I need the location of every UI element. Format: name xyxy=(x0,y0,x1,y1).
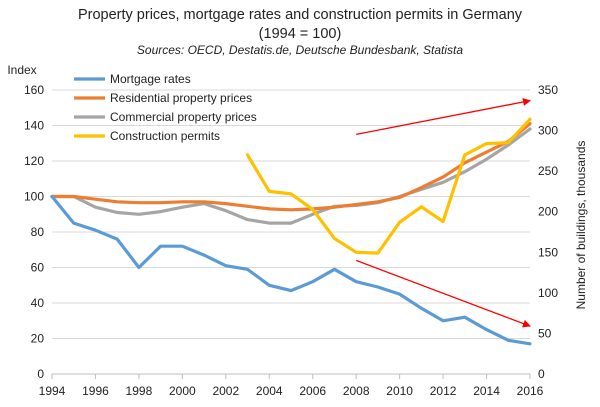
y-left-tick-label: 0 xyxy=(37,367,44,381)
y-left-tick-label: 80 xyxy=(31,225,45,239)
x-tick-label: 1996 xyxy=(82,384,109,398)
x-tick-label: 1994 xyxy=(39,384,66,398)
axes: 0 20 40 60 80 100 120 140 160 0 50 100 150 200 250 300 3… xyxy=(24,83,558,398)
y-right-tick-label: 250 xyxy=(538,164,558,178)
chart-subtitle: Sources: OECD, Destatis.de, Deutsche Bun… xyxy=(137,43,463,57)
x-tick-label: 2014 xyxy=(473,384,500,398)
x-tick-label: 2008 xyxy=(343,384,370,398)
x-tick-label: 2000 xyxy=(169,384,196,398)
y-right-tick-label: 100 xyxy=(538,286,558,300)
chart-title: Property prices, mortgage rates and cons… xyxy=(78,7,523,23)
trend-arrow-1 xyxy=(356,98,531,136)
y-left-tick-label: 160 xyxy=(24,83,44,97)
x-tick-label: 2006 xyxy=(299,384,326,398)
legend-label: Construction permits xyxy=(110,129,220,143)
y-left-tick-label: 60 xyxy=(31,261,45,275)
trend-arrow-2 xyxy=(355,259,531,328)
series-line-construction-permits xyxy=(245,117,532,255)
x-tick-label: 2016 xyxy=(517,384,544,398)
y-right-tick-label: 350 xyxy=(538,83,558,97)
y-left-tick-label: 140 xyxy=(24,119,44,133)
y-right-tick-label: 300 xyxy=(538,124,558,138)
series-line-mortgage-rates xyxy=(50,194,532,346)
series-group xyxy=(50,117,532,346)
annotation-arrows xyxy=(355,98,531,328)
y-axis-left-label: Index xyxy=(7,63,36,77)
x-tick-label: 1998 xyxy=(126,384,153,398)
series-line-residential-property-prices xyxy=(50,122,532,212)
y-right-tick-label: 200 xyxy=(538,205,558,219)
x-tick-label: 2004 xyxy=(256,384,283,398)
y-right-tick-label: 50 xyxy=(538,326,552,340)
y-axis-right-label: Number of buildings, thousands xyxy=(574,141,588,310)
y-left-tick-label: 40 xyxy=(31,296,45,310)
y-right-tick-label: 150 xyxy=(538,245,558,259)
legend-label: Mortgage rates xyxy=(110,72,191,86)
legend-label: Residential property prices xyxy=(110,91,252,105)
chart-title-line2: (1994 = 100) xyxy=(259,26,342,42)
series-line-commercial-property-prices xyxy=(50,127,532,225)
x-tick-label: 2010 xyxy=(386,384,413,398)
y-left-tick-label: 120 xyxy=(24,154,44,168)
y-right-tick-label: 0 xyxy=(538,367,545,381)
x-tick-label: 2002 xyxy=(212,384,239,398)
legend: Mortgage rates Residential property price… xyxy=(74,72,257,143)
legend-label: Commercial property prices xyxy=(110,110,257,124)
gridlines xyxy=(52,89,530,339)
y-left-tick-label: 100 xyxy=(24,190,44,204)
x-tick-label: 2012 xyxy=(430,384,457,398)
y-left-tick-label: 20 xyxy=(31,332,45,346)
